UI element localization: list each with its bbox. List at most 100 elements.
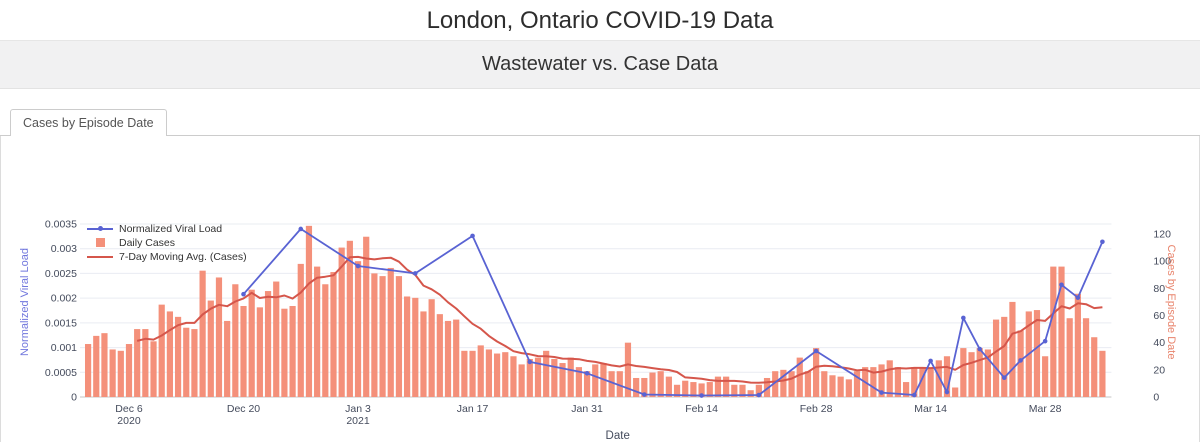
- daily-cases-bar[interactable]: [93, 335, 100, 397]
- daily-cases-bar[interactable]: [363, 236, 370, 397]
- daily-cases-bar[interactable]: [763, 377, 771, 397]
- daily-cases-bar[interactable]: [436, 314, 443, 397]
- daily-cases-bar[interactable]: [829, 375, 836, 397]
- daily-cases-bar[interactable]: [813, 348, 820, 397]
- daily-cases-bar[interactable]: [796, 357, 803, 397]
- daily-cases-bar[interactable]: [109, 349, 116, 397]
- daily-cases-bar[interactable]: [731, 384, 738, 397]
- daily-cases-bar[interactable]: [273, 281, 280, 397]
- daily-cases-bar[interactable]: [698, 383, 705, 397]
- viral-load-point[interactable]: [355, 263, 361, 269]
- viral-load-point[interactable]: [642, 392, 647, 397]
- daily-cases-bar[interactable]: [444, 320, 452, 397]
- daily-cases-bar[interactable]: [649, 372, 656, 397]
- daily-cases-bar[interactable]: [1001, 316, 1008, 397]
- daily-cases-bar[interactable]: [101, 333, 108, 397]
- daily-cases-bar[interactable]: [502, 352, 509, 397]
- moving-avg-line[interactable]: [136, 255, 1103, 384]
- daily-cases-bar[interactable]: [191, 329, 198, 397]
- daily-cases-bar[interactable]: [518, 364, 525, 397]
- daily-cases-bar[interactable]: [232, 284, 239, 397]
- daily-cases-bar[interactable]: [657, 371, 664, 397]
- daily-cases-bar[interactable]: [453, 319, 460, 397]
- daily-cases-bar[interactable]: [199, 270, 206, 397]
- viral-load-point[interactable]: [961, 315, 966, 321]
- daily-cases-bar[interactable]: [1099, 350, 1106, 397]
- daily-cases-bar[interactable]: [870, 367, 877, 397]
- daily-cases-bar[interactable]: [886, 360, 893, 397]
- daily-cases-bar[interactable]: [305, 225, 313, 397]
- tab-cases-by-episode-date[interactable]: Cases by Episode Date: [10, 109, 167, 136]
- daily-cases-bar[interactable]: [330, 272, 337, 397]
- viral-load-point[interactable]: [756, 392, 762, 398]
- daily-cases-bar[interactable]: [583, 371, 591, 397]
- daily-cases-bar[interactable]: [788, 371, 795, 397]
- daily-cases-bar[interactable]: [469, 350, 476, 397]
- daily-cases-bar[interactable]: [281, 308, 288, 397]
- daily-cases-bar[interactable]: [142, 329, 149, 397]
- daily-cases-bar[interactable]: [960, 348, 967, 397]
- daily-cases-bar[interactable]: [935, 360, 942, 397]
- daily-cases-bar[interactable]: [314, 266, 321, 397]
- daily-cases-bar[interactable]: [543, 350, 550, 397]
- daily-cases-bar[interactable]: [624, 342, 632, 397]
- viral-load-point[interactable]: [699, 393, 704, 398]
- daily-cases-bar[interactable]: [755, 384, 762, 397]
- daily-cases-bar[interactable]: [919, 367, 926, 397]
- viral-load-point[interactable]: [1075, 295, 1081, 300]
- daily-cases-bar[interactable]: [256, 307, 263, 397]
- daily-cases-bar[interactable]: [420, 311, 427, 397]
- daily-cases-bar[interactable]: [1074, 293, 1081, 397]
- daily-cases-bar[interactable]: [117, 350, 124, 397]
- daily-cases-bar[interactable]: [461, 350, 468, 397]
- viral-load-point[interactable]: [977, 346, 983, 352]
- viral-load-point[interactable]: [412, 271, 418, 276]
- daily-cases-bar[interactable]: [641, 377, 648, 397]
- viral-load-point[interactable]: [1001, 375, 1007, 381]
- daily-cases-bar[interactable]: [215, 277, 223, 397]
- viral-load-point[interactable]: [241, 291, 246, 297]
- daily-cases-bar[interactable]: [240, 305, 247, 397]
- viral-load-point[interactable]: [944, 389, 950, 395]
- daily-cases-bar[interactable]: [772, 371, 779, 397]
- viral-load-point[interactable]: [1042, 338, 1048, 344]
- daily-cases-bar[interactable]: [633, 377, 640, 397]
- daily-cases-bar[interactable]: [354, 261, 362, 397]
- daily-cases-bar[interactable]: [739, 384, 746, 397]
- daily-cases-bar[interactable]: [412, 297, 419, 397]
- daily-cases-bar[interactable]: [902, 382, 910, 397]
- daily-cases-bar[interactable]: [616, 371, 623, 397]
- daily-cases-bar[interactable]: [682, 380, 689, 397]
- daily-cases-bar[interactable]: [1058, 266, 1065, 397]
- daily-cases-bar[interactable]: [927, 368, 934, 397]
- daily-cases-bar[interactable]: [1082, 318, 1090, 397]
- legend-item-viral-load[interactable]: Normalized Viral Load: [87, 222, 247, 235]
- viral-load-point[interactable]: [879, 390, 884, 395]
- daily-cases-bar[interactable]: [477, 345, 484, 397]
- daily-cases-bar[interactable]: [559, 363, 566, 397]
- daily-cases-bar[interactable]: [379, 276, 386, 397]
- daily-cases-bar[interactable]: [346, 240, 353, 397]
- daily-cases-bar[interactable]: [567, 357, 574, 397]
- daily-cases-bar[interactable]: [837, 376, 844, 397]
- daily-cases-bar[interactable]: [166, 311, 173, 397]
- daily-cases-bar[interactable]: [84, 344, 92, 397]
- daily-cases-bar[interactable]: [534, 357, 542, 397]
- daily-cases-bar[interactable]: [878, 364, 885, 397]
- daily-cases-bar[interactable]: [747, 390, 754, 397]
- daily-cases-bar[interactable]: [894, 367, 902, 397]
- daily-cases-bar[interactable]: [158, 304, 165, 397]
- daily-cases-bar[interactable]: [952, 387, 959, 397]
- daily-cases-bar[interactable]: [1033, 310, 1041, 397]
- daily-cases-bar[interactable]: [1066, 318, 1073, 397]
- viral-load-point[interactable]: [928, 358, 933, 364]
- daily-cases-bar[interactable]: [395, 276, 403, 397]
- legend-item-daily-cases[interactable]: Daily Cases: [87, 236, 247, 249]
- daily-cases-bar[interactable]: [853, 371, 861, 397]
- daily-cases-bar[interactable]: [322, 284, 329, 397]
- daily-cases-bar[interactable]: [264, 291, 272, 397]
- daily-cases-bar[interactable]: [289, 305, 296, 397]
- daily-cases-bar[interactable]: [690, 382, 697, 397]
- daily-cases-bar[interactable]: [1017, 330, 1024, 397]
- daily-cases-bar[interactable]: [526, 358, 533, 397]
